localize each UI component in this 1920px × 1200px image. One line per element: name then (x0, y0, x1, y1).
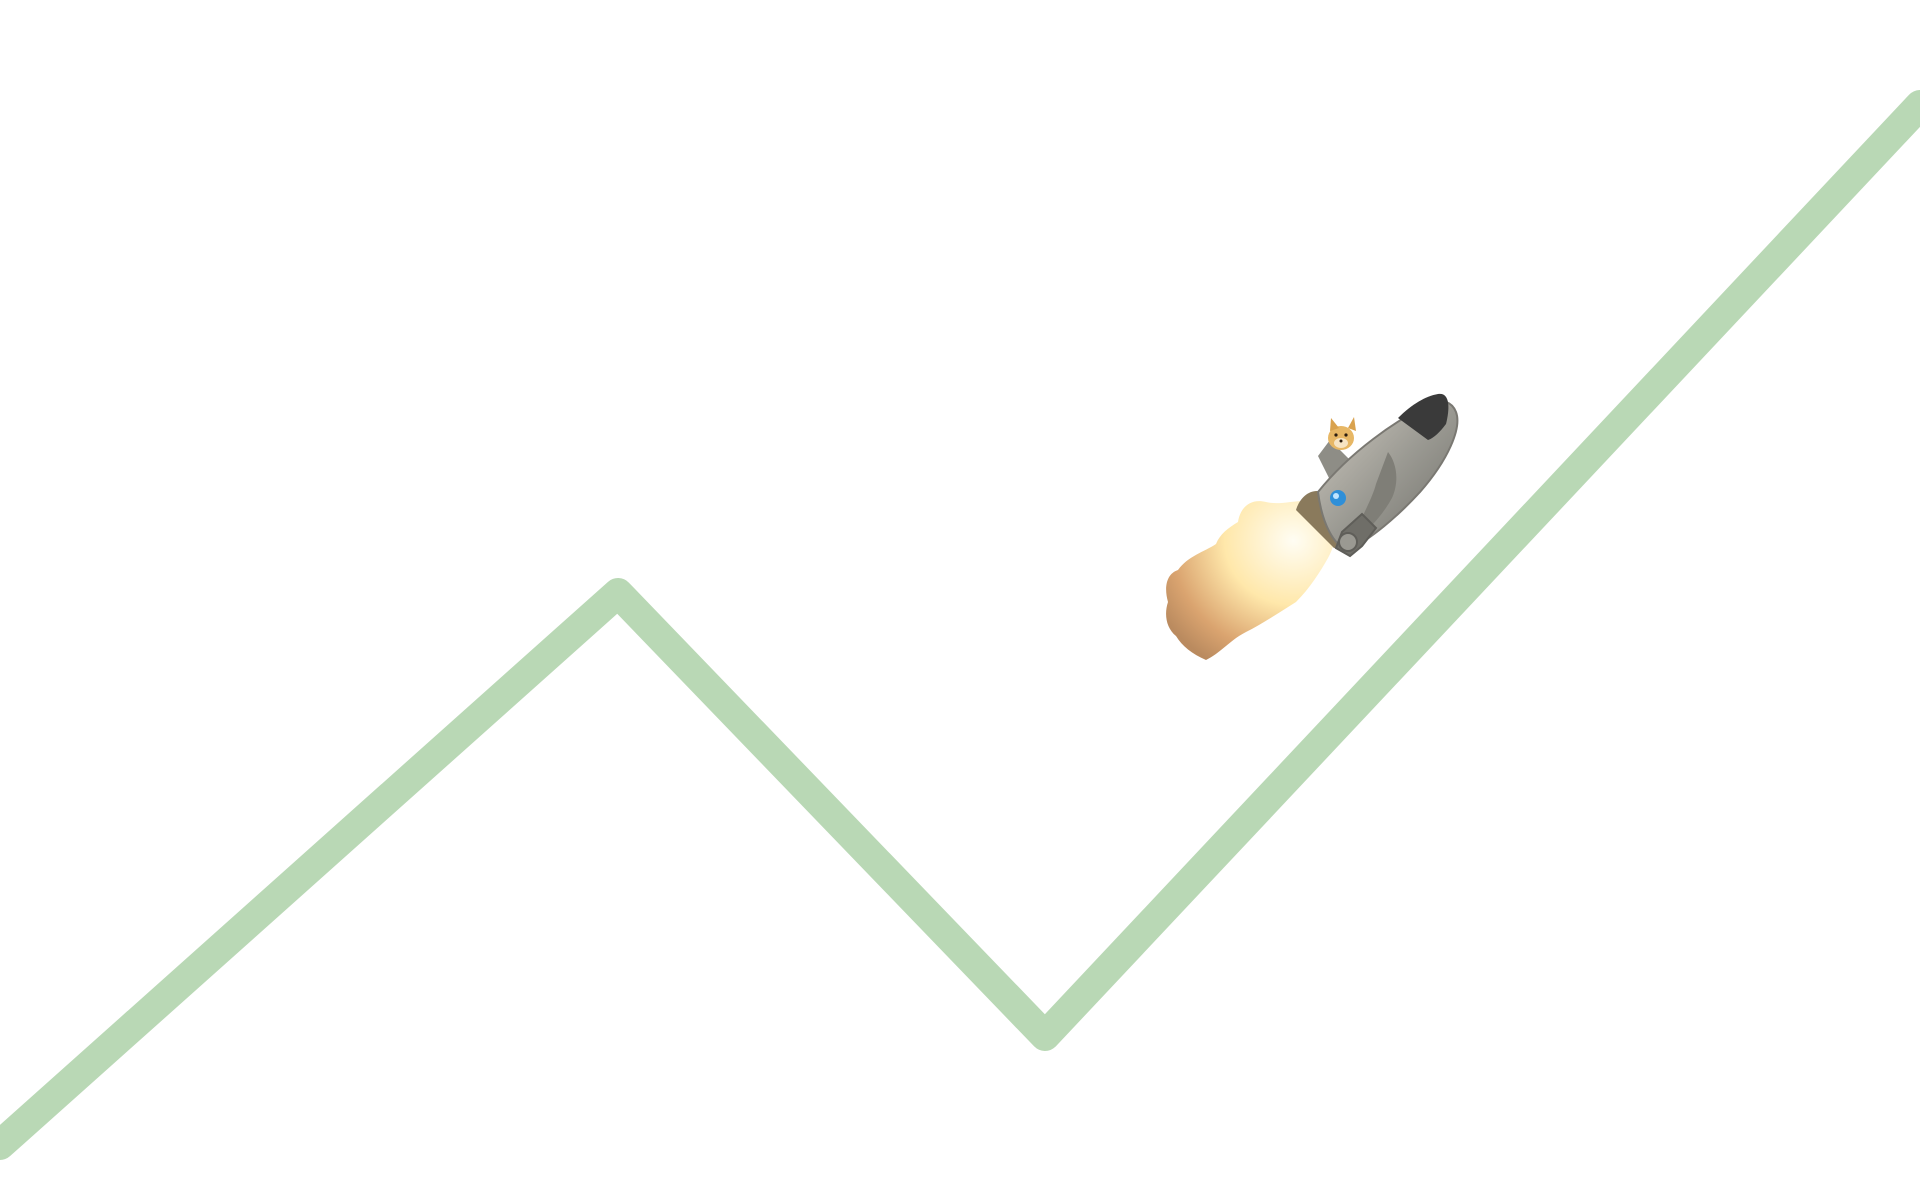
shiba-ear-left (1330, 418, 1339, 431)
shiba-eye-left (1334, 433, 1338, 437)
shiba-eye-right (1344, 433, 1348, 437)
shiba-dog-icon (1328, 417, 1356, 450)
rocket-nose-cone (1398, 393, 1449, 440)
rocket-exhaust-flame (1166, 500, 1336, 660)
trend-line (0, 90, 1920, 1160)
rocket-foot (1338, 532, 1358, 552)
shiba-muzzle (1334, 438, 1348, 448)
shiba-ear-right (1348, 417, 1356, 431)
shiba-nose (1339, 439, 1343, 443)
rocket-emblem-highlight-icon (1333, 493, 1339, 499)
rocket (1166, 393, 1459, 660)
